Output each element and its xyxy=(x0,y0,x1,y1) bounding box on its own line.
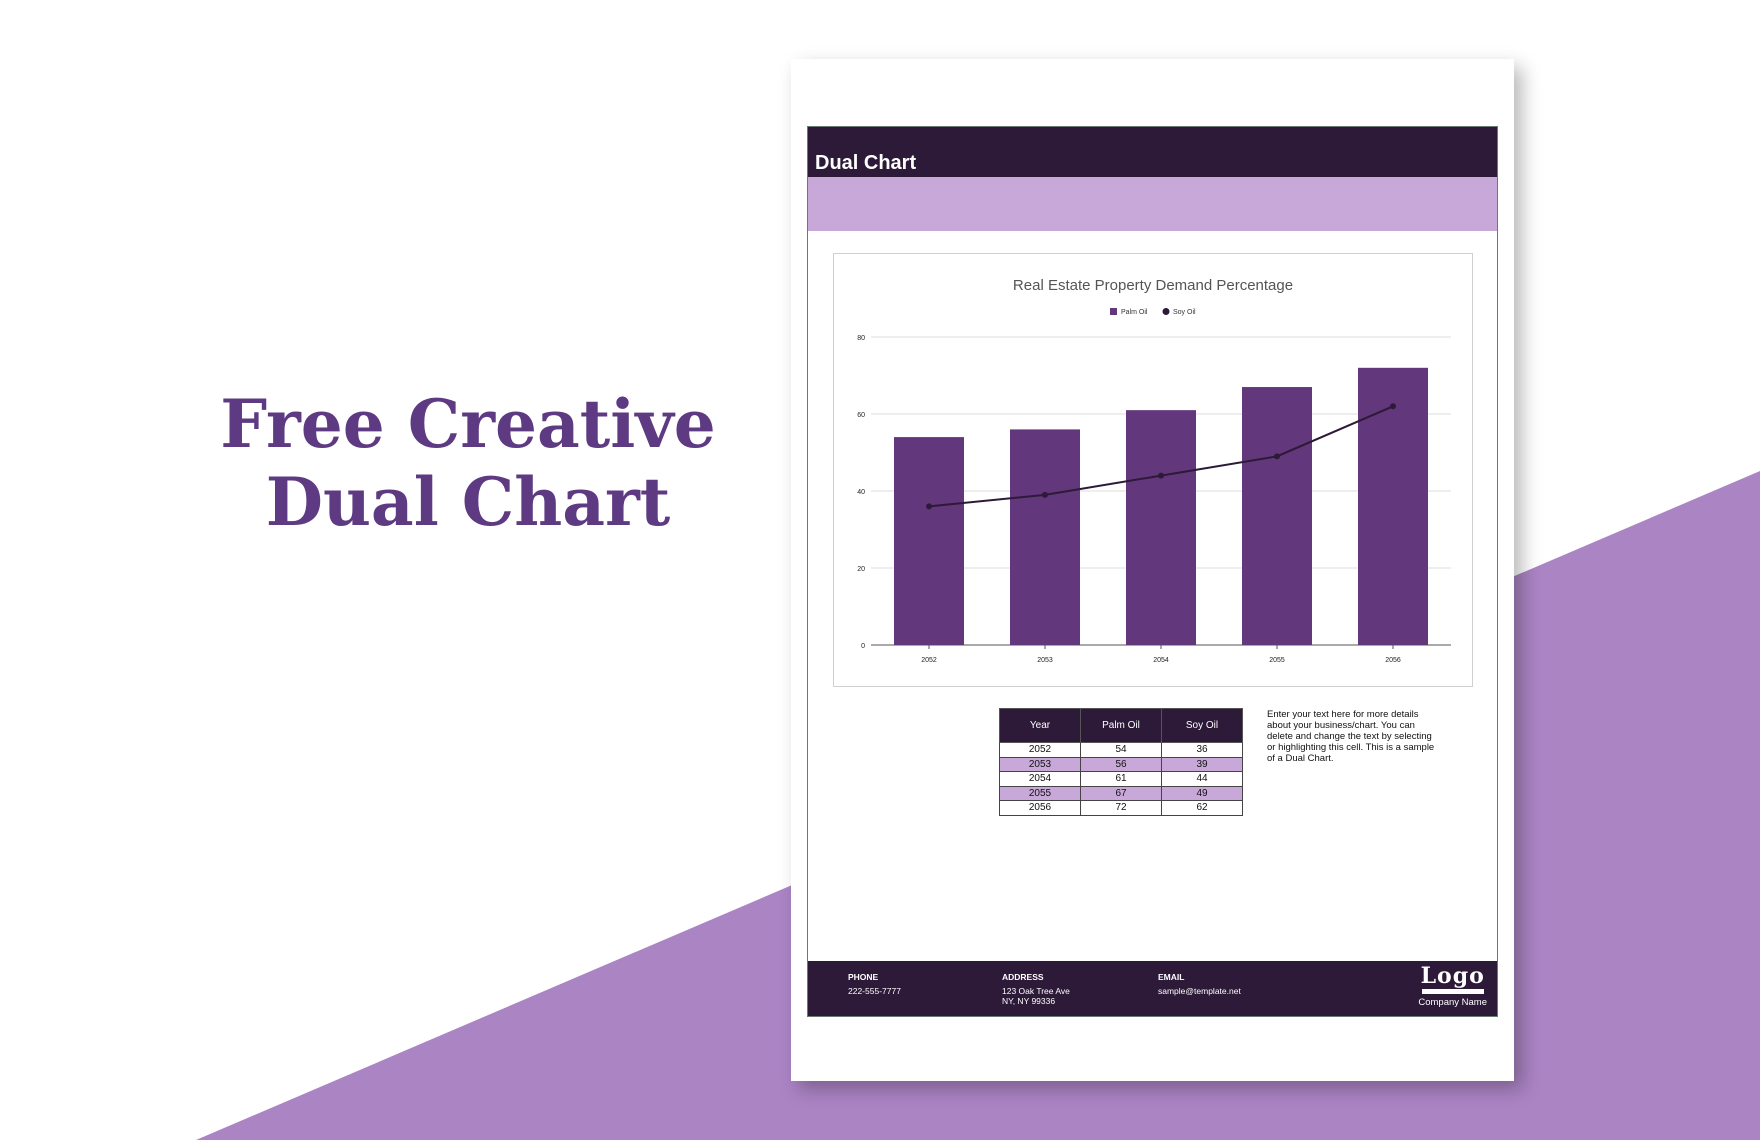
bar-palm-oil xyxy=(1358,367,1428,645)
hero-title: Free Creative Dual Chart xyxy=(200,385,736,541)
y-tick-label: 0 xyxy=(861,643,865,650)
cell[interactable]: 2052 xyxy=(999,742,1081,758)
cell[interactable]: 61 xyxy=(1080,771,1162,787)
email-value: sample@template.net xyxy=(1158,985,1241,996)
header-band xyxy=(808,177,1497,231)
legend-label-palm-oil: Palm Oil xyxy=(1121,309,1148,316)
y-tick-label: 60 xyxy=(857,412,865,419)
bar-palm-oil xyxy=(1242,387,1312,645)
bar-palm-oil xyxy=(1010,429,1080,645)
x-tick-label: 2052 xyxy=(921,657,937,664)
company-name: Company Name xyxy=(1418,997,1487,1008)
legend-swatch-soy-oil xyxy=(1162,308,1170,315)
table-header-palm-oil: Palm Oil xyxy=(1080,708,1162,743)
chart-title: Real Estate Property Demand Percentage xyxy=(1013,277,1293,294)
phone-label: PHONE xyxy=(848,972,879,982)
email-label: EMAIL xyxy=(1158,972,1185,982)
cell[interactable]: 72 xyxy=(1080,800,1162,816)
logo-text: Logo xyxy=(1420,963,1485,989)
phone-value: 222-555-7777 xyxy=(848,985,901,996)
cell[interactable]: 54 xyxy=(1080,742,1162,758)
cell[interactable]: 67 xyxy=(1080,785,1162,801)
footer-address: ADDRESS 123 Oak Tree Ave NY, NY 99336 xyxy=(1002,972,1070,1007)
table-row: 2054 61 44 xyxy=(999,771,1243,787)
table-header-soy-oil: Soy Oil xyxy=(1161,708,1243,743)
table-row: 2056 72 62 xyxy=(999,800,1243,816)
address-label: ADDRESS xyxy=(1002,972,1044,982)
point-soy-oil xyxy=(1390,403,1396,410)
table-header-year: Year xyxy=(999,708,1081,743)
chart-legend: Palm Oil Soy Oil xyxy=(1110,308,1196,316)
y-tick-label: 80 xyxy=(857,335,865,342)
x-tick-label: 2053 xyxy=(1037,657,1053,664)
point-soy-oil xyxy=(926,503,932,510)
table-row: 2052 54 36 xyxy=(999,742,1243,758)
y-tick-label: 20 xyxy=(857,566,865,573)
bar-palm-oil xyxy=(1126,410,1196,645)
data-table: Year Palm Oil Soy Oil 2052 54 36 2053 56 39 … xyxy=(999,708,1243,816)
cell[interactable]: 2054 xyxy=(999,771,1081,787)
cell[interactable]: 36 xyxy=(1161,742,1243,758)
cell[interactable]: 2055 xyxy=(999,785,1081,801)
chart-container: Real Estate Property Demand Percentage P… xyxy=(833,253,1473,687)
document-page: Dual Chart Real Estate Property Demand P… xyxy=(791,59,1514,1081)
bar-palm-oil xyxy=(894,437,964,645)
legend-label-soy-oil: Soy Oil xyxy=(1173,309,1196,316)
cell[interactable]: 56 xyxy=(1080,756,1162,772)
company-logo: Logo Company Name xyxy=(1418,965,1487,1008)
address-line1: 123 Oak Tree Ave xyxy=(1002,985,1070,996)
document-footer: PHONE 222-555-7777 ADDRESS 123 Oak Tree … xyxy=(808,961,1497,1016)
cell[interactable]: 2053 xyxy=(999,756,1081,772)
point-soy-oil xyxy=(1042,491,1048,498)
cell[interactable]: 49 xyxy=(1161,785,1243,801)
description-text[interactable]: Enter your text here for more details ab… xyxy=(1267,709,1435,764)
cell[interactable]: 39 xyxy=(1161,756,1243,772)
footer-phone: PHONE 222-555-7777 xyxy=(848,972,901,996)
dual-chart: Real Estate Property Demand Percentage P… xyxy=(857,277,1451,664)
point-soy-oil xyxy=(1274,453,1280,460)
address-line2: NY, NY 99336 xyxy=(1002,996,1056,1006)
table-row: 2055 67 49 xyxy=(999,785,1243,801)
x-tick-label: 2054 xyxy=(1153,657,1169,664)
cell[interactable]: 62 xyxy=(1161,800,1243,816)
x-tick-label: 2055 xyxy=(1269,657,1285,664)
hero-title-line2: Dual Chart xyxy=(265,463,671,541)
table-row: 2053 56 39 xyxy=(999,756,1243,772)
document-frame: Dual Chart Real Estate Property Demand P… xyxy=(807,126,1498,1017)
document-title: Dual Chart xyxy=(815,152,917,174)
cell[interactable]: 44 xyxy=(1161,771,1243,787)
point-soy-oil xyxy=(1158,472,1164,479)
y-tick-label: 40 xyxy=(857,489,865,496)
cell[interactable]: 2056 xyxy=(999,800,1081,816)
footer-email: EMAIL sample@template.net xyxy=(1158,972,1241,996)
x-tick-label: 2056 xyxy=(1385,657,1401,664)
hero-title-line1: Free Creative xyxy=(220,385,716,463)
logo-tagline-bar xyxy=(1421,989,1484,994)
document-header: Dual Chart xyxy=(808,127,1497,177)
legend-swatch-palm-oil xyxy=(1110,308,1117,315)
